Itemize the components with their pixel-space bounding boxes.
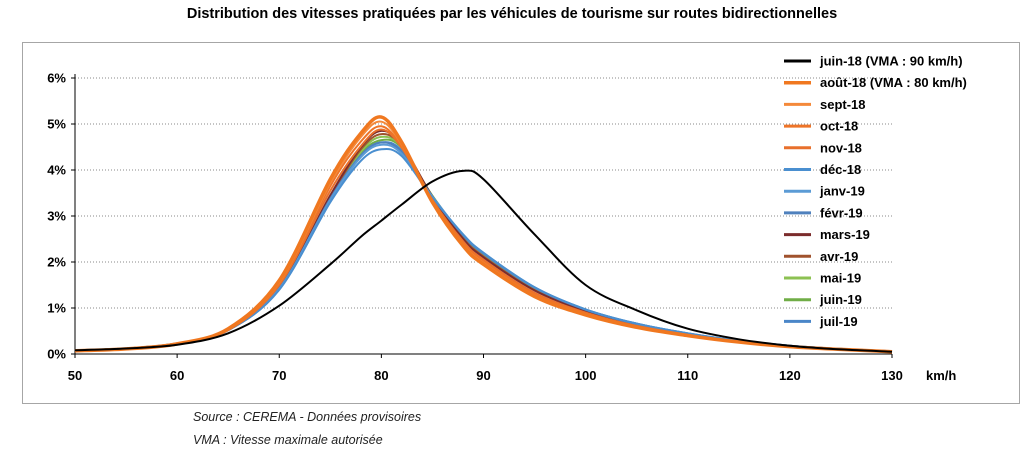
y-axis-ticks: 0% 1% 2% 3% 4% 5% 6% [47, 71, 75, 362]
series-line-12 [74, 141, 893, 353]
axes [74, 74, 892, 355]
legend-entry: mai-19 [820, 271, 861, 286]
legend-entry: juin-18 (VMA : 90 km/h) [819, 54, 963, 69]
x-tick-label: 110 [677, 368, 698, 383]
series-lines [74, 115, 893, 354]
chart-frame [22, 42, 1020, 404]
series-line-8 [74, 129, 893, 353]
gridlines [75, 77, 892, 309]
y-tick-label: 5% [47, 117, 66, 132]
legend-entry: févr-19 [820, 205, 863, 220]
line-chart: 0% 1% 2% 3% 4% 5% 6% 50 60 70 80 90 100 110 120 130 ju… [47, 54, 967, 384]
legend-entry: sept-18 [820, 97, 866, 112]
x-axis-label: km/h [926, 368, 956, 383]
legend: juin-18 (VMA : 90 km/h) août-18 (VMA : 80… [784, 54, 967, 329]
x-tick-label: 130 [881, 368, 903, 383]
legend-entry: juil-19 [819, 314, 858, 329]
x-tick-label: 90 [476, 368, 490, 383]
legend-entry: déc-18 [820, 162, 861, 177]
y-tick-label: 3% [47, 209, 66, 224]
legend-entry: janv-19 [819, 184, 865, 199]
series-line-11 [74, 138, 893, 353]
y-tick-label: 2% [47, 255, 66, 270]
y-tick-label: 4% [47, 163, 66, 178]
series-line-0 [74, 169, 893, 353]
x-tick-label: 100 [575, 368, 597, 383]
series-line-6 [74, 143, 893, 353]
legend-entry: nov-18 [820, 140, 862, 155]
source-footnote: Source : CEREMA - Données provisoires [193, 410, 422, 424]
chart-title: Distribution des vitesses pratiquées par… [186, 6, 838, 22]
x-tick-label: 120 [779, 368, 801, 383]
series-line-9 [74, 133, 893, 353]
series-line-2 [74, 120, 893, 353]
x-tick-label: 80 [374, 368, 388, 383]
legend-entry: mars-19 [820, 227, 870, 242]
legend-entry: avr-19 [820, 249, 858, 264]
x-tick-label: 70 [272, 368, 286, 383]
legend-entry: juin-19 [819, 292, 862, 307]
x-tick-label: 60 [170, 368, 184, 383]
vma-footnote: VMA : Vitesse maximale autorisée [193, 433, 383, 447]
x-tick-label: 50 [68, 368, 82, 383]
series-line-10 [74, 135, 893, 353]
series-line-1 [74, 115, 893, 354]
series-line-4 [74, 128, 893, 353]
series-line-7 [74, 141, 893, 353]
legend-entry: août-18 (VMA : 80 km/h) [820, 75, 967, 90]
legend-entry: oct-18 [820, 119, 858, 134]
y-tick-label: 6% [47, 71, 66, 86]
y-tick-label: 1% [47, 301, 66, 316]
x-axis-ticks: 50 60 70 80 90 100 110 120 130 [68, 354, 903, 383]
y-tick-label: 0% [47, 347, 66, 362]
series-line-3 [74, 125, 893, 353]
